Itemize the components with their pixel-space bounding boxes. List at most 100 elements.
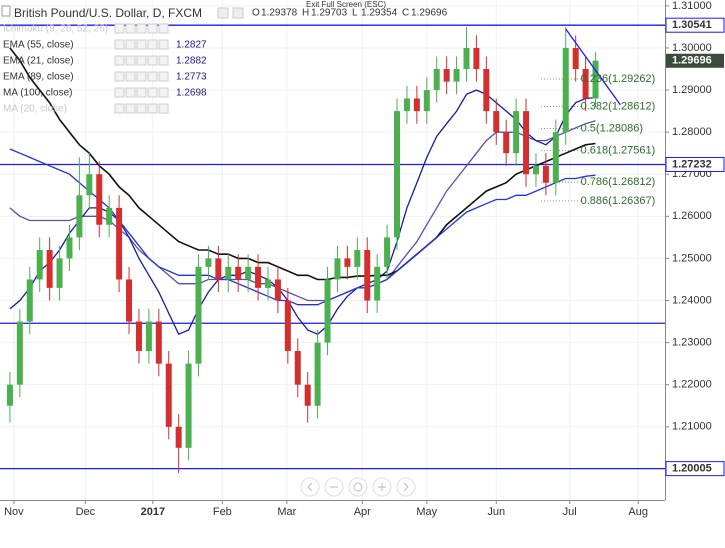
y-tick-label: 1.29000 <box>672 84 712 96</box>
trendline <box>565 28 621 106</box>
candle-body <box>26 279 33 322</box>
y-tick-label: 1.25000 <box>672 252 712 264</box>
legend-button[interactable] <box>147 71 158 82</box>
candle-body <box>46 250 53 288</box>
legend-button[interactable] <box>147 23 158 34</box>
collapse-icon[interactable] <box>1 5 11 17</box>
candle-body <box>185 363 192 448</box>
legend-button[interactable] <box>125 55 136 66</box>
y-tick-label: 1.26000 <box>672 210 712 222</box>
legend-button[interactable] <box>114 103 125 114</box>
candle-body <box>56 258 63 288</box>
x-tick-label: Aug <box>628 506 648 518</box>
legend-button[interactable] <box>147 87 158 98</box>
candle-body <box>493 111 500 133</box>
x-tick-label: Jun <box>487 506 505 518</box>
legend-button[interactable] <box>158 103 169 114</box>
legend-button[interactable] <box>114 39 125 50</box>
legend-button[interactable] <box>114 23 125 34</box>
candle-body <box>394 111 401 238</box>
x-tick-label: Apr <box>354 506 371 518</box>
candle-body <box>175 426 182 448</box>
scroll-left-button[interactable] <box>300 477 320 497</box>
y-tick-label: 1.31000 <box>672 0 712 12</box>
settings-icon[interactable] <box>217 7 229 19</box>
candle-body <box>523 111 530 175</box>
scroll-right-button[interactable] <box>396 477 416 497</box>
x-tick-label: Feb <box>213 506 232 518</box>
legend-button[interactable] <box>158 39 169 50</box>
legend-button[interactable] <box>136 103 147 114</box>
legend-button[interactable] <box>136 55 147 66</box>
price-tag-label: 1.20005 <box>672 463 712 475</box>
reset-button[interactable] <box>348 477 368 497</box>
candle-body <box>205 258 212 267</box>
legend-button[interactable] <box>125 87 136 98</box>
legend-button[interactable] <box>158 71 169 82</box>
candle-body <box>16 321 23 385</box>
legend-button[interactable] <box>125 39 136 50</box>
candle-body <box>503 132 510 154</box>
legend-name: MA (100, close) <box>3 88 72 99</box>
legend-button[interactable] <box>114 55 125 66</box>
legend-button[interactable] <box>136 39 147 50</box>
price-tag <box>665 461 725 477</box>
y-tick-label: 1.28000 <box>672 126 712 138</box>
legend-button[interactable] <box>158 55 169 66</box>
legend-button[interactable] <box>136 23 147 34</box>
legend-button[interactable] <box>136 87 147 98</box>
y-tick-label: 1.21000 <box>672 421 712 433</box>
candle-body <box>145 321 152 352</box>
legend-button[interactable] <box>125 71 136 82</box>
candle-body <box>225 266 232 280</box>
candle-body <box>423 90 430 112</box>
legend-button[interactable] <box>136 71 147 82</box>
candle-body <box>334 258 341 280</box>
candle-body <box>384 237 391 267</box>
candle-body <box>552 132 559 183</box>
candle-body <box>443 69 450 82</box>
legend-button[interactable] <box>125 103 136 114</box>
fib-label: 0.786(1.26812) <box>581 176 656 188</box>
overlay: 1.310001.300001.290001.280001.270001.260… <box>4 0 725 518</box>
hide-icon[interactable] <box>232 7 244 19</box>
candle-body <box>364 250 371 301</box>
candle-body <box>463 47 470 70</box>
candle-body <box>354 250 361 267</box>
price-tag-label: 1.27232 <box>672 158 712 170</box>
fib-label: 0.236(1.29262) <box>581 73 656 85</box>
x-tick-label: 2017 <box>141 506 165 518</box>
candle-body <box>126 279 133 322</box>
candle-body <box>36 250 43 280</box>
legend-button[interactable] <box>158 87 169 98</box>
legend-button[interactable] <box>147 39 158 50</box>
legend-button[interactable] <box>147 103 158 114</box>
last-price-tag <box>666 53 724 68</box>
x-tick-label: Dec <box>76 506 96 518</box>
legend-button[interactable] <box>147 55 158 66</box>
candle-body <box>116 207 123 280</box>
candle-body <box>106 207 113 225</box>
legend-button[interactable] <box>158 23 169 34</box>
legend-value: 1.2827 <box>176 40 207 51</box>
candle-body <box>6 384 13 406</box>
legend: Ichimoku (9, 26, 52, 26) EMA (55, close) 1… <box>3 23 207 115</box>
candle-body <box>66 237 73 259</box>
legend-button[interactable] <box>114 71 125 82</box>
candle-body <box>453 69 460 82</box>
candle-body <box>195 266 202 364</box>
legend-name: EMA (21, close) <box>3 56 74 67</box>
legend-value: 1.2882 <box>176 56 207 67</box>
legend-button[interactable] <box>125 23 136 34</box>
candle-body <box>284 300 291 352</box>
candle-body <box>572 47 579 70</box>
candle-body <box>304 384 311 406</box>
ma-line <box>9 47 596 281</box>
candle-body <box>135 321 142 352</box>
legend-button[interactable] <box>114 87 125 98</box>
last-price-label: 1.29696 <box>672 55 712 67</box>
ohlc-value: 1.29354 <box>361 8 398 19</box>
candle-body <box>344 258 351 267</box>
candle-body <box>483 69 490 112</box>
